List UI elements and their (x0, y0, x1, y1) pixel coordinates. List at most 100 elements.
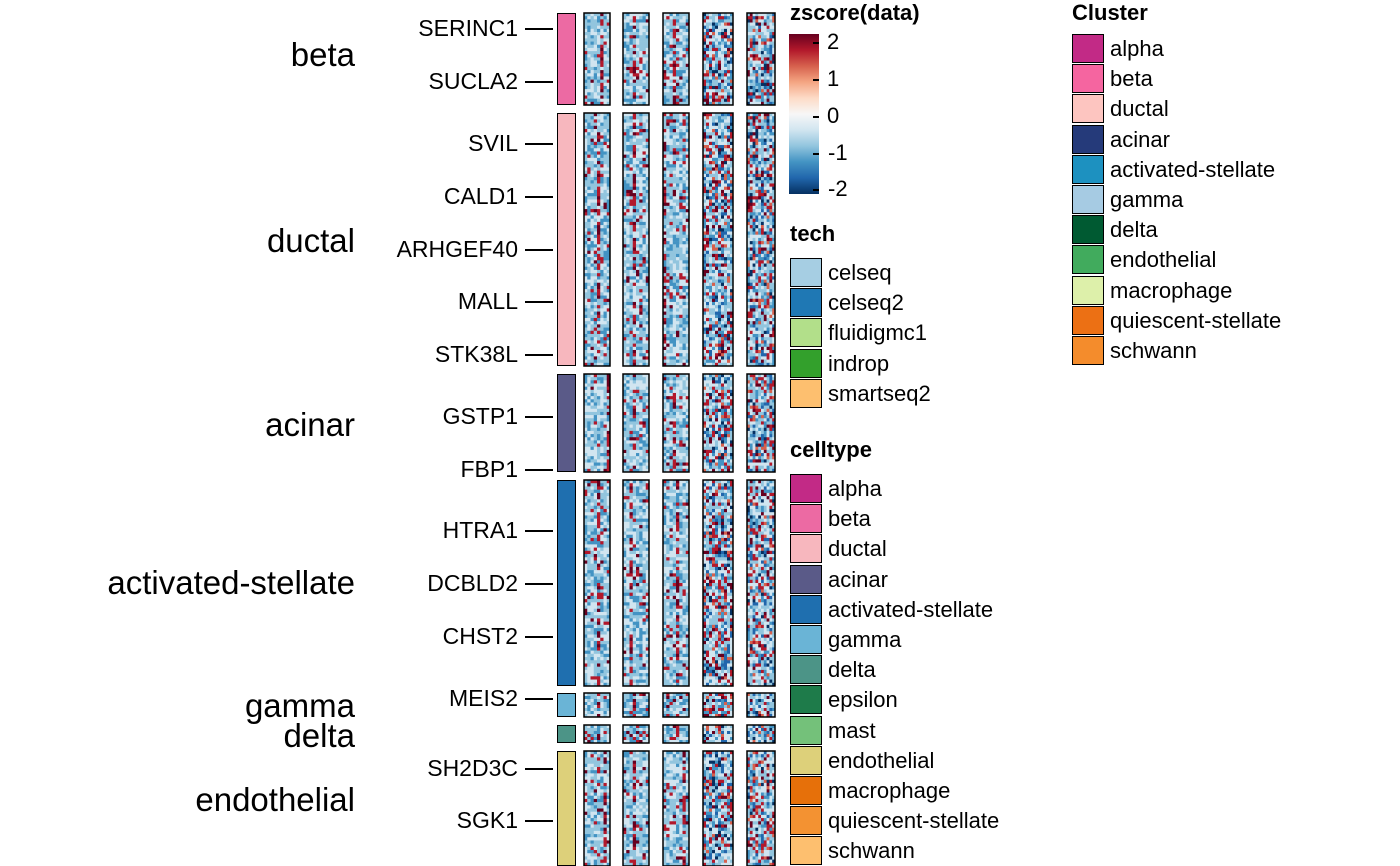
heatmap-cell (703, 292, 707, 296)
heatmap-cell (603, 427, 608, 432)
heatmap-cell (763, 76, 767, 80)
heatmap-cell (626, 311, 630, 316)
heatmap-cell (623, 125, 627, 130)
heatmap-cell (747, 38, 751, 42)
heatmap-cell (666, 282, 670, 287)
heatmap-cell (727, 311, 731, 316)
heatmap-cell (730, 180, 734, 184)
heatmap-cell (669, 218, 674, 223)
heatmap-cell (629, 54, 634, 58)
heatmap-cell (721, 122, 725, 127)
heatmap-cell (709, 305, 713, 309)
heatmap-cell (672, 170, 677, 175)
heatmap-cell (712, 119, 716, 123)
heatmap-cell (730, 247, 734, 252)
heatmap-cell (636, 173, 640, 178)
heatmap-cell (682, 186, 687, 191)
heatmap-cell (712, 260, 716, 264)
heatmap-cell (709, 349, 713, 354)
heatmap-cell (749, 132, 753, 136)
heatmap-cell (603, 145, 608, 149)
heatmap-cell (606, 298, 611, 303)
heatmap-cell (703, 167, 707, 171)
heatmap-cell (709, 38, 713, 42)
heatmap-cell (761, 324, 765, 328)
heatmap-cell (600, 85, 604, 90)
heatmap-cell (584, 285, 588, 290)
heatmap-cell (703, 183, 707, 187)
heatmap-cell (769, 359, 773, 364)
heatmap-cell (679, 183, 683, 187)
heatmap-cell (642, 205, 647, 210)
heatmap-cell (730, 308, 734, 312)
heatmap-cell (626, 113, 630, 117)
heatmap-cell (623, 157, 627, 162)
heatmap-cell (718, 218, 722, 223)
heatmap-cell (669, 308, 674, 312)
heatmap-cell (600, 148, 604, 152)
heatmap-cell (685, 193, 690, 197)
heatmap-cell (752, 292, 756, 296)
heatmap-cell (639, 209, 643, 213)
heatmap-cell (669, 221, 674, 226)
heatmap-cell (587, 205, 591, 210)
heatmap-cell (766, 273, 770, 277)
heatmap-cell (766, 241, 770, 245)
heatmap-cell (669, 343, 674, 348)
heatmap-cell (727, 145, 731, 149)
heatmap-cell (685, 212, 690, 216)
heatmap-cell (669, 356, 674, 360)
heatmap-cell (666, 311, 670, 316)
heatmap-cell (669, 282, 674, 287)
heatmap-cell (763, 260, 767, 264)
heatmap-cell (603, 383, 608, 387)
heatmap-cell (636, 301, 640, 306)
heatmap-cell (663, 13, 667, 17)
heatmap-cell (672, 308, 677, 312)
heatmap-cell (727, 346, 731, 351)
heatmap-cell (590, 209, 595, 213)
heatmap-cell (587, 44, 591, 49)
heatmap-cell (727, 98, 731, 103)
heatmap-cell (597, 183, 601, 187)
heatmap-cell (763, 349, 767, 354)
heatmap-cell (758, 317, 762, 322)
heatmap-cell (727, 101, 731, 106)
heatmap-cell (590, 189, 595, 194)
heatmap-cell (642, 237, 647, 242)
heatmap-cell (755, 82, 759, 87)
heatmap-cell (663, 148, 667, 152)
heatmap-cell (758, 189, 762, 194)
heatmap-cell (763, 19, 767, 23)
heatmap-cell (645, 337, 650, 341)
heatmap-cell (629, 189, 634, 194)
heatmap-cell (639, 199, 643, 203)
heatmap-cell (663, 324, 667, 328)
heatmap-cell (703, 324, 707, 328)
heatmap-cell (666, 38, 670, 42)
heatmap-cell (769, 327, 773, 332)
heatmap-cell (709, 317, 713, 322)
heatmap-cell (587, 418, 591, 422)
heatmap-cell (632, 343, 637, 348)
heatmap-cell (587, 383, 591, 387)
gene-label: SH2D3C (427, 755, 518, 781)
heatmap-cell (718, 35, 722, 39)
heatmap-cell (747, 324, 751, 328)
heatmap-cell (679, 305, 683, 309)
heatmap-cell (718, 263, 722, 268)
heatmap-cell (632, 63, 637, 68)
heatmap-cell (623, 28, 627, 33)
heatmap-cell (593, 170, 598, 175)
heatmap-cell (584, 330, 588, 335)
heatmap-cell (669, 189, 674, 194)
heatmap-cell (721, 66, 725, 71)
heatmap-cell (629, 199, 634, 203)
heatmap-cell (626, 209, 630, 213)
heatmap-cell (730, 225, 734, 229)
heatmap-cell (676, 57, 680, 61)
heatmap-cell (632, 95, 637, 99)
heatmap-cell (724, 295, 728, 300)
heatmap-cell (584, 273, 588, 277)
heatmap-cell (682, 47, 687, 52)
